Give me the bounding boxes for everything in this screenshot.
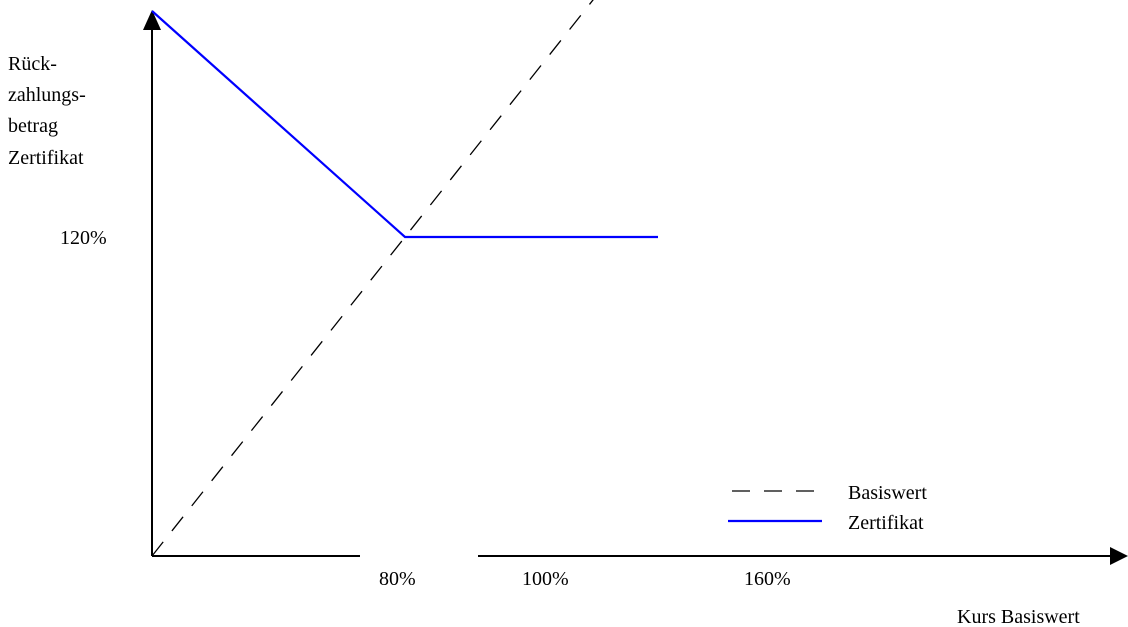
- legend: Basiswert Zertifikat: [728, 482, 927, 534]
- series-line-zertifikat: [151, 10, 658, 239]
- legend-label-basiswert: Basiswert: [848, 482, 927, 504]
- x-axis-label: Kurs Basiswert: [957, 606, 1080, 627]
- y-axis-label: Rück- zahlungs- betrag Zertifikat: [8, 53, 91, 169]
- y-label-line: Zertifikat: [8, 147, 84, 169]
- x-axis-arrow: [1110, 547, 1128, 565]
- legend-label-zertifikat: Zertifikat: [848, 512, 924, 534]
- x-tick-label: 100%: [522, 568, 569, 590]
- y-label-line: Rück-: [8, 53, 57, 75]
- y-label-line: betrag: [8, 115, 58, 137]
- y-label-line: zahlungs-: [8, 84, 86, 106]
- x-tick-label: 160%: [744, 568, 791, 590]
- x-tick-label: 80%: [379, 568, 416, 590]
- axes: [143, 10, 1128, 565]
- series-line-basiswert: [151, 0, 594, 557]
- y-tick-label: 120%: [60, 227, 107, 249]
- y-axis-arrow: [143, 10, 161, 30]
